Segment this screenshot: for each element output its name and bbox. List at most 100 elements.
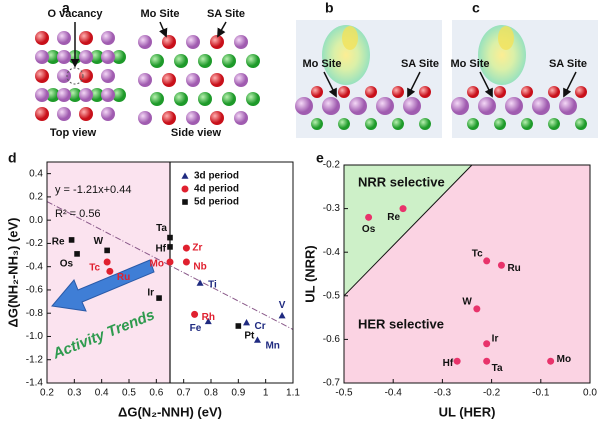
- atom: [403, 97, 421, 115]
- region-label: HER selective: [358, 316, 444, 331]
- atom: [186, 35, 200, 49]
- atom: [101, 31, 115, 45]
- atom: [138, 35, 152, 49]
- equation: y = -1.21x+0.44: [55, 184, 131, 196]
- structure-images: [35, 20, 598, 138]
- x-axis-label: ΔG(N₂-NNH) (eV): [118, 404, 222, 419]
- point-label: Re: [387, 212, 400, 223]
- y-tick-label: 0.2: [29, 192, 43, 203]
- point: [204, 317, 212, 325]
- atom: [138, 73, 152, 87]
- arrow: [563, 71, 577, 98]
- atom: [505, 97, 523, 115]
- atom: [198, 54, 212, 68]
- point: [104, 247, 110, 254]
- arrow: [479, 71, 493, 98]
- arrow: [323, 71, 337, 98]
- atom: [392, 86, 404, 98]
- atom: [57, 88, 71, 102]
- panel-label: a: [62, 0, 70, 16]
- atom: [112, 88, 126, 102]
- atom: [57, 31, 71, 45]
- y-tick-label: -0.6: [26, 285, 44, 296]
- atom: [162, 35, 176, 49]
- atom: [234, 111, 248, 125]
- legend-label: 5d period: [194, 197, 239, 208]
- point-label: Ir: [147, 288, 154, 299]
- annotation: Mo Site: [302, 58, 341, 70]
- point: [167, 234, 173, 241]
- plot-frame: [46, 161, 294, 384]
- activity-arrow: [51, 259, 155, 312]
- x-tick-label: -0.2: [483, 388, 501, 399]
- x-tick-label: 1: [263, 388, 269, 399]
- y-tick-label: -0.2: [323, 160, 341, 171]
- point: [497, 261, 505, 269]
- point-label: Ir: [492, 333, 499, 344]
- panel-label: c: [472, 0, 480, 16]
- atom: [186, 73, 200, 87]
- annotation: SA Site: [401, 58, 439, 70]
- atom: [35, 50, 49, 64]
- arrow: [159, 21, 168, 38]
- atom: [35, 31, 49, 45]
- arrow: [217, 21, 227, 38]
- point-label: Fe: [190, 323, 202, 334]
- atom: [222, 92, 236, 106]
- point: [365, 213, 373, 221]
- x-tick-label: -0.4: [385, 388, 403, 399]
- atom: [451, 97, 469, 115]
- region-label: NRR selective: [358, 174, 445, 189]
- y-tick-label: -0.5: [323, 290, 341, 301]
- point-label: W: [462, 297, 472, 308]
- point-label: Ru: [507, 263, 520, 274]
- y-tick-label: -1.0: [26, 331, 44, 342]
- atom: [559, 97, 577, 115]
- atom: [90, 88, 104, 102]
- y-tick-label: -0.4: [26, 261, 44, 272]
- atom: [101, 50, 115, 64]
- point: [453, 357, 461, 365]
- atom: [392, 118, 404, 130]
- point-label: Mn: [265, 341, 279, 352]
- point-label: Pt: [244, 331, 255, 342]
- point-label: Rh: [202, 312, 215, 323]
- atom: [338, 118, 350, 130]
- point-label: Zr: [192, 243, 202, 254]
- x-tick-label: 0.9: [231, 388, 245, 399]
- atom: [35, 88, 49, 102]
- point: [74, 251, 80, 257]
- x-tick-label: 0.2: [40, 388, 54, 399]
- panel-bg: [452, 20, 598, 138]
- panel-label: b: [325, 0, 334, 16]
- atom: [150, 54, 164, 68]
- y-tick-label: -0.6: [323, 334, 341, 345]
- atom: [246, 54, 260, 68]
- charge-density: [342, 26, 358, 50]
- point-label: Ta: [156, 223, 167, 234]
- x-tick-label: 0.6: [149, 388, 163, 399]
- point-label: Re: [52, 237, 65, 248]
- y-tick-label: 0.4: [29, 168, 43, 179]
- y-tick-label: -0.2: [26, 238, 44, 249]
- atom: [419, 86, 431, 98]
- y-tick-label: 0.0: [29, 215, 43, 226]
- x-tick-label: 0.4: [95, 388, 109, 399]
- atom: [494, 118, 506, 130]
- atom: [478, 97, 496, 115]
- x-tick-label: 0.0: [583, 388, 597, 399]
- point-label: Os: [362, 224, 376, 235]
- atom: [35, 107, 49, 121]
- atom: [46, 50, 60, 64]
- atom: [210, 35, 224, 49]
- y-tick-label: -1.4: [26, 378, 44, 389]
- point-label: Ta: [492, 363, 503, 374]
- point: [182, 244, 190, 252]
- legend-label: 3d period: [194, 171, 239, 182]
- point: [191, 310, 199, 318]
- y-tick-label: -0.7: [323, 378, 341, 389]
- annotation: SA Site: [549, 58, 587, 70]
- panel-label: e: [316, 150, 324, 166]
- point-label: Ti: [208, 280, 217, 291]
- atom: [295, 97, 313, 115]
